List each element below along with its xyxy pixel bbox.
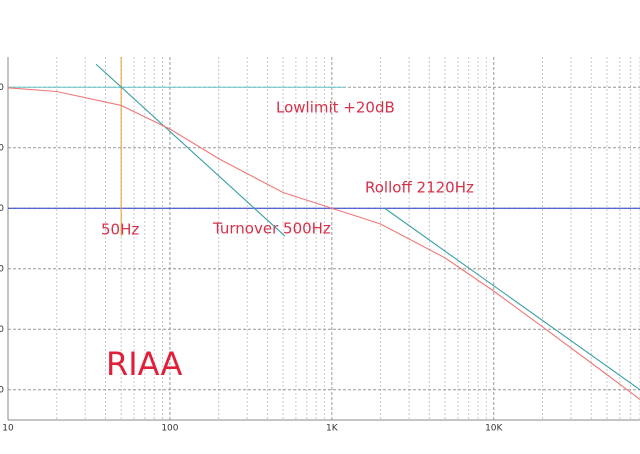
x-tick-label: 1K — [326, 424, 339, 434]
line — [95, 63, 286, 237]
y-tick-label: -10 — [0, 264, 4, 274]
y-tick-label: 20 — [0, 83, 4, 93]
line — [384, 207, 640, 391]
annotation: 50Hz — [101, 221, 139, 239]
y-tick-label: -30 — [0, 385, 4, 395]
x-tick-label: 10 — [2, 424, 14, 434]
x-tick-label: 10K — [485, 424, 503, 434]
y-tick-label: 0 — [0, 204, 4, 214]
line — [7, 87, 640, 400]
annotation: Rolloff 2120Hz — [365, 179, 474, 197]
y-tick-label: -20 — [0, 325, 4, 335]
annotation: Lowlimit +20dB — [276, 99, 395, 117]
annotation: Turnover 500Hz — [212, 220, 331, 238]
y-tick-label: 10 — [0, 143, 4, 153]
x-tick-label: 100 — [161, 424, 178, 434]
annotation: RIAA — [106, 345, 182, 383]
